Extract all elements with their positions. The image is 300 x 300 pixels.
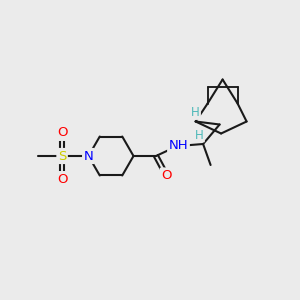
Text: O: O bbox=[161, 169, 172, 182]
Text: N: N bbox=[84, 149, 93, 163]
Text: O: O bbox=[57, 126, 68, 140]
Text: O: O bbox=[57, 172, 68, 186]
Text: H: H bbox=[195, 128, 204, 142]
Text: NH: NH bbox=[169, 139, 188, 152]
Text: S: S bbox=[58, 149, 66, 163]
Text: H: H bbox=[191, 106, 200, 119]
